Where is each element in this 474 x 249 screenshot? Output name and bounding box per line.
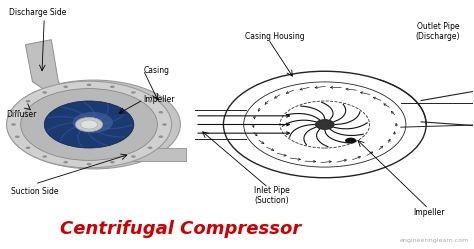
Text: Discharge Side: Discharge Side [9,8,66,17]
Circle shape [7,81,172,168]
Circle shape [110,161,115,163]
Circle shape [148,100,153,102]
Circle shape [26,147,30,149]
Bar [186,59,474,190]
Circle shape [15,111,19,114]
Text: Centrifugal Compressor: Centrifugal Compressor [60,220,301,238]
Polygon shape [26,40,70,97]
Circle shape [42,155,47,158]
Polygon shape [130,148,186,161]
Circle shape [158,135,163,138]
Circle shape [131,91,136,94]
Circle shape [11,123,16,126]
Text: engineeringlearn.com: engineeringlearn.com [399,238,469,243]
Circle shape [81,120,98,129]
Circle shape [21,89,157,160]
Circle shape [87,84,91,86]
Circle shape [26,100,30,102]
Circle shape [73,112,113,133]
Circle shape [15,135,19,138]
Circle shape [87,163,91,165]
Text: Suction Side: Suction Side [11,187,59,196]
Circle shape [315,120,334,129]
Circle shape [75,117,103,132]
Circle shape [42,91,47,94]
Text: Impeller: Impeller [413,208,444,217]
Circle shape [345,138,356,144]
Circle shape [64,161,68,163]
Text: Diffuser: Diffuser [7,110,37,119]
Text: (Suction): (Suction) [254,195,289,204]
Text: Inlet Pipe: Inlet Pipe [254,186,290,195]
Circle shape [131,155,136,158]
Circle shape [110,86,115,88]
Text: (Discharge): (Discharge) [416,32,460,41]
Text: Impeller: Impeller [143,95,175,104]
Circle shape [162,123,167,126]
Circle shape [158,111,163,114]
Circle shape [64,86,68,88]
Circle shape [44,101,134,148]
Circle shape [148,147,153,149]
Text: Casing: Casing [143,65,169,74]
Text: Casing Housing: Casing Housing [245,32,304,41]
Text: Outlet Pipe: Outlet Pipe [417,22,459,31]
Ellipse shape [7,80,181,169]
